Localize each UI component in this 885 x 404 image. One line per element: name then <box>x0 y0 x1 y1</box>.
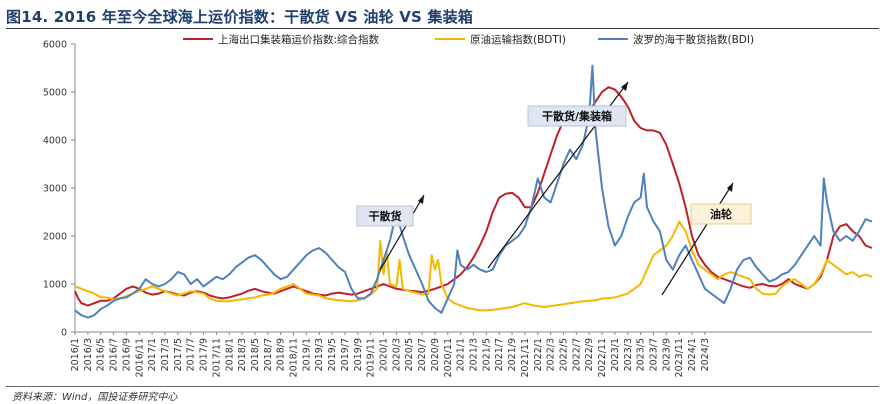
x-tick-label: 2021/9 <box>507 338 518 371</box>
x-tick-label: 2024/1 <box>687 338 698 371</box>
arrow-tanker <box>661 182 734 296</box>
arrowhead-dry-bulk-container <box>621 82 628 91</box>
x-tick-label: 2020/1 <box>379 338 390 371</box>
title-divider <box>6 28 879 29</box>
x-tick-label: 2016/1 <box>70 338 81 371</box>
x-tick-label: 2019/5 <box>327 338 338 371</box>
x-tick-label: 2023/1 <box>610 338 621 371</box>
legend-label-bdi: 波罗的海干散货指数(BDI) <box>633 33 754 46</box>
x-tick-label: 2021/1 <box>456 338 467 371</box>
x-tick-label: 2019/9 <box>353 338 364 371</box>
x-tick-label: 2018/5 <box>250 338 261 371</box>
arrowhead-tanker <box>727 183 733 192</box>
annotation-label-tanker: 油轮 <box>710 207 732 221</box>
x-tick-label: 2017/3 <box>160 338 171 371</box>
x-axis-ticks: 2016/1 2016/3 2016/5 2016/7 2016/9 2016/11 201… <box>70 332 711 377</box>
legend-label-scfi: 上海出口集装箱运价指数:综合指数 <box>218 33 380 46</box>
legend-item-bdti: 原油运输指数(BDTI) <box>435 33 566 46</box>
y-tick-label: 1000 <box>43 280 67 291</box>
annotation-label-dry-bulk: 干散货 <box>369 209 402 223</box>
y-axis-ticks: 0 1000 2000 3000 4000 5000 6000 <box>43 40 75 339</box>
x-tick-label: 2016/3 <box>83 338 94 371</box>
legend-label-bdti: 原油运输指数(BDTI) <box>470 33 566 46</box>
x-tick-label: 2019/7 <box>340 338 351 371</box>
x-tick-label: 2021/3 <box>469 338 480 371</box>
x-tick-label: 2020/3 <box>391 338 402 371</box>
legend-item-scfi: 上海出口集装箱运价指数:综合指数 <box>183 33 380 46</box>
annotation-tanker: 油轮 <box>690 203 752 225</box>
x-tick-label: 2017/7 <box>186 338 197 371</box>
x-tick-label: 2024/3 <box>700 338 711 371</box>
x-tick-label: 2022/9 <box>584 338 595 371</box>
x-tick-label: 2021/11 <box>520 338 531 377</box>
x-tick-label: 2022/5 <box>558 338 569 371</box>
x-tick-label: 2017/1 <box>147 338 158 371</box>
annotation-dry-bulk: 干散货 <box>356 205 414 227</box>
x-tick-label: 2016/11 <box>134 338 145 377</box>
source-note: 资料来源：Wind，国投证券研究中心 <box>12 392 178 403</box>
line-chart: 上海出口集装箱运价指数:综合指数 原油运输指数(BDTI) 波罗的海干散货指数(… <box>43 33 873 377</box>
y-tick-label: 3000 <box>43 184 67 195</box>
x-tick-label: 2023/7 <box>648 338 659 371</box>
y-tick-label: 4000 <box>43 136 67 147</box>
x-tick-label: 2017/9 <box>199 338 210 371</box>
x-tick-label: 2018/9 <box>276 338 287 371</box>
x-tick-label: 2020/11 <box>443 338 454 377</box>
y-tick-label: 6000 <box>43 40 67 51</box>
x-tick-label: 2020/9 <box>430 338 441 371</box>
x-tick-label: 2022/11 <box>597 338 608 377</box>
figure-title: 图14. 2016 年至今全球海上运价指数：干散货 VS 油轮 VS 集装箱 <box>6 8 474 26</box>
x-tick-label: 2016/7 <box>109 338 120 371</box>
x-tick-label: 2019/1 <box>301 338 312 371</box>
x-tick-label: 2023/3 <box>623 338 634 371</box>
chart-legend: 上海出口集装箱运价指数:综合指数 原油运输指数(BDTI) 波罗的海干散货指数(… <box>183 33 754 46</box>
x-tick-label: 2023/11 <box>674 338 685 377</box>
x-tick-label: 2022/3 <box>546 338 557 371</box>
x-tick-label: 2017/5 <box>173 338 184 371</box>
source-divider <box>6 386 879 387</box>
x-tick-label: 2019/11 <box>366 338 377 377</box>
x-tick-label: 2016/9 <box>121 338 132 371</box>
series-line-bdti <box>74 220 873 312</box>
x-tick-label: 2018/7 <box>263 338 274 371</box>
x-tick-label: 2017/11 <box>211 338 222 377</box>
x-tick-label: 2021/5 <box>481 338 492 371</box>
annotation-dry-bulk-container: 干散货/集装箱 <box>527 105 627 127</box>
legend-item-bdi: 波罗的海干散货指数(BDI) <box>598 33 754 46</box>
annotation-label-dry-bulk-container: 干散货/集装箱 <box>542 109 612 123</box>
x-tick-label: 2016/5 <box>96 338 107 371</box>
series-line-bdi <box>74 64 873 319</box>
x-tick-label: 2021/7 <box>494 338 505 371</box>
y-tick-label: 0 <box>61 328 67 339</box>
x-tick-label: 2023/9 <box>661 338 672 371</box>
x-tick-label: 2019/3 <box>314 338 325 371</box>
x-tick-label: 2018/3 <box>237 338 248 371</box>
x-tick-label: 2018/11 <box>289 338 300 377</box>
x-tick-label: 2020/7 <box>417 338 428 371</box>
series-layer <box>74 64 873 319</box>
arrowhead-dry-bulk <box>418 195 424 204</box>
x-tick-label: 2022/1 <box>533 338 544 371</box>
x-tick-label: 2018/1 <box>224 338 235 371</box>
x-tick-label: 2023/5 <box>636 338 647 371</box>
x-tick-label: 2020/5 <box>404 338 415 371</box>
y-tick-label: 5000 <box>43 88 67 99</box>
series-line-scfi <box>74 86 873 307</box>
arrow-dry-bulk <box>379 194 425 271</box>
y-tick-label: 2000 <box>43 232 67 243</box>
x-tick-label: 2022/7 <box>571 338 582 371</box>
